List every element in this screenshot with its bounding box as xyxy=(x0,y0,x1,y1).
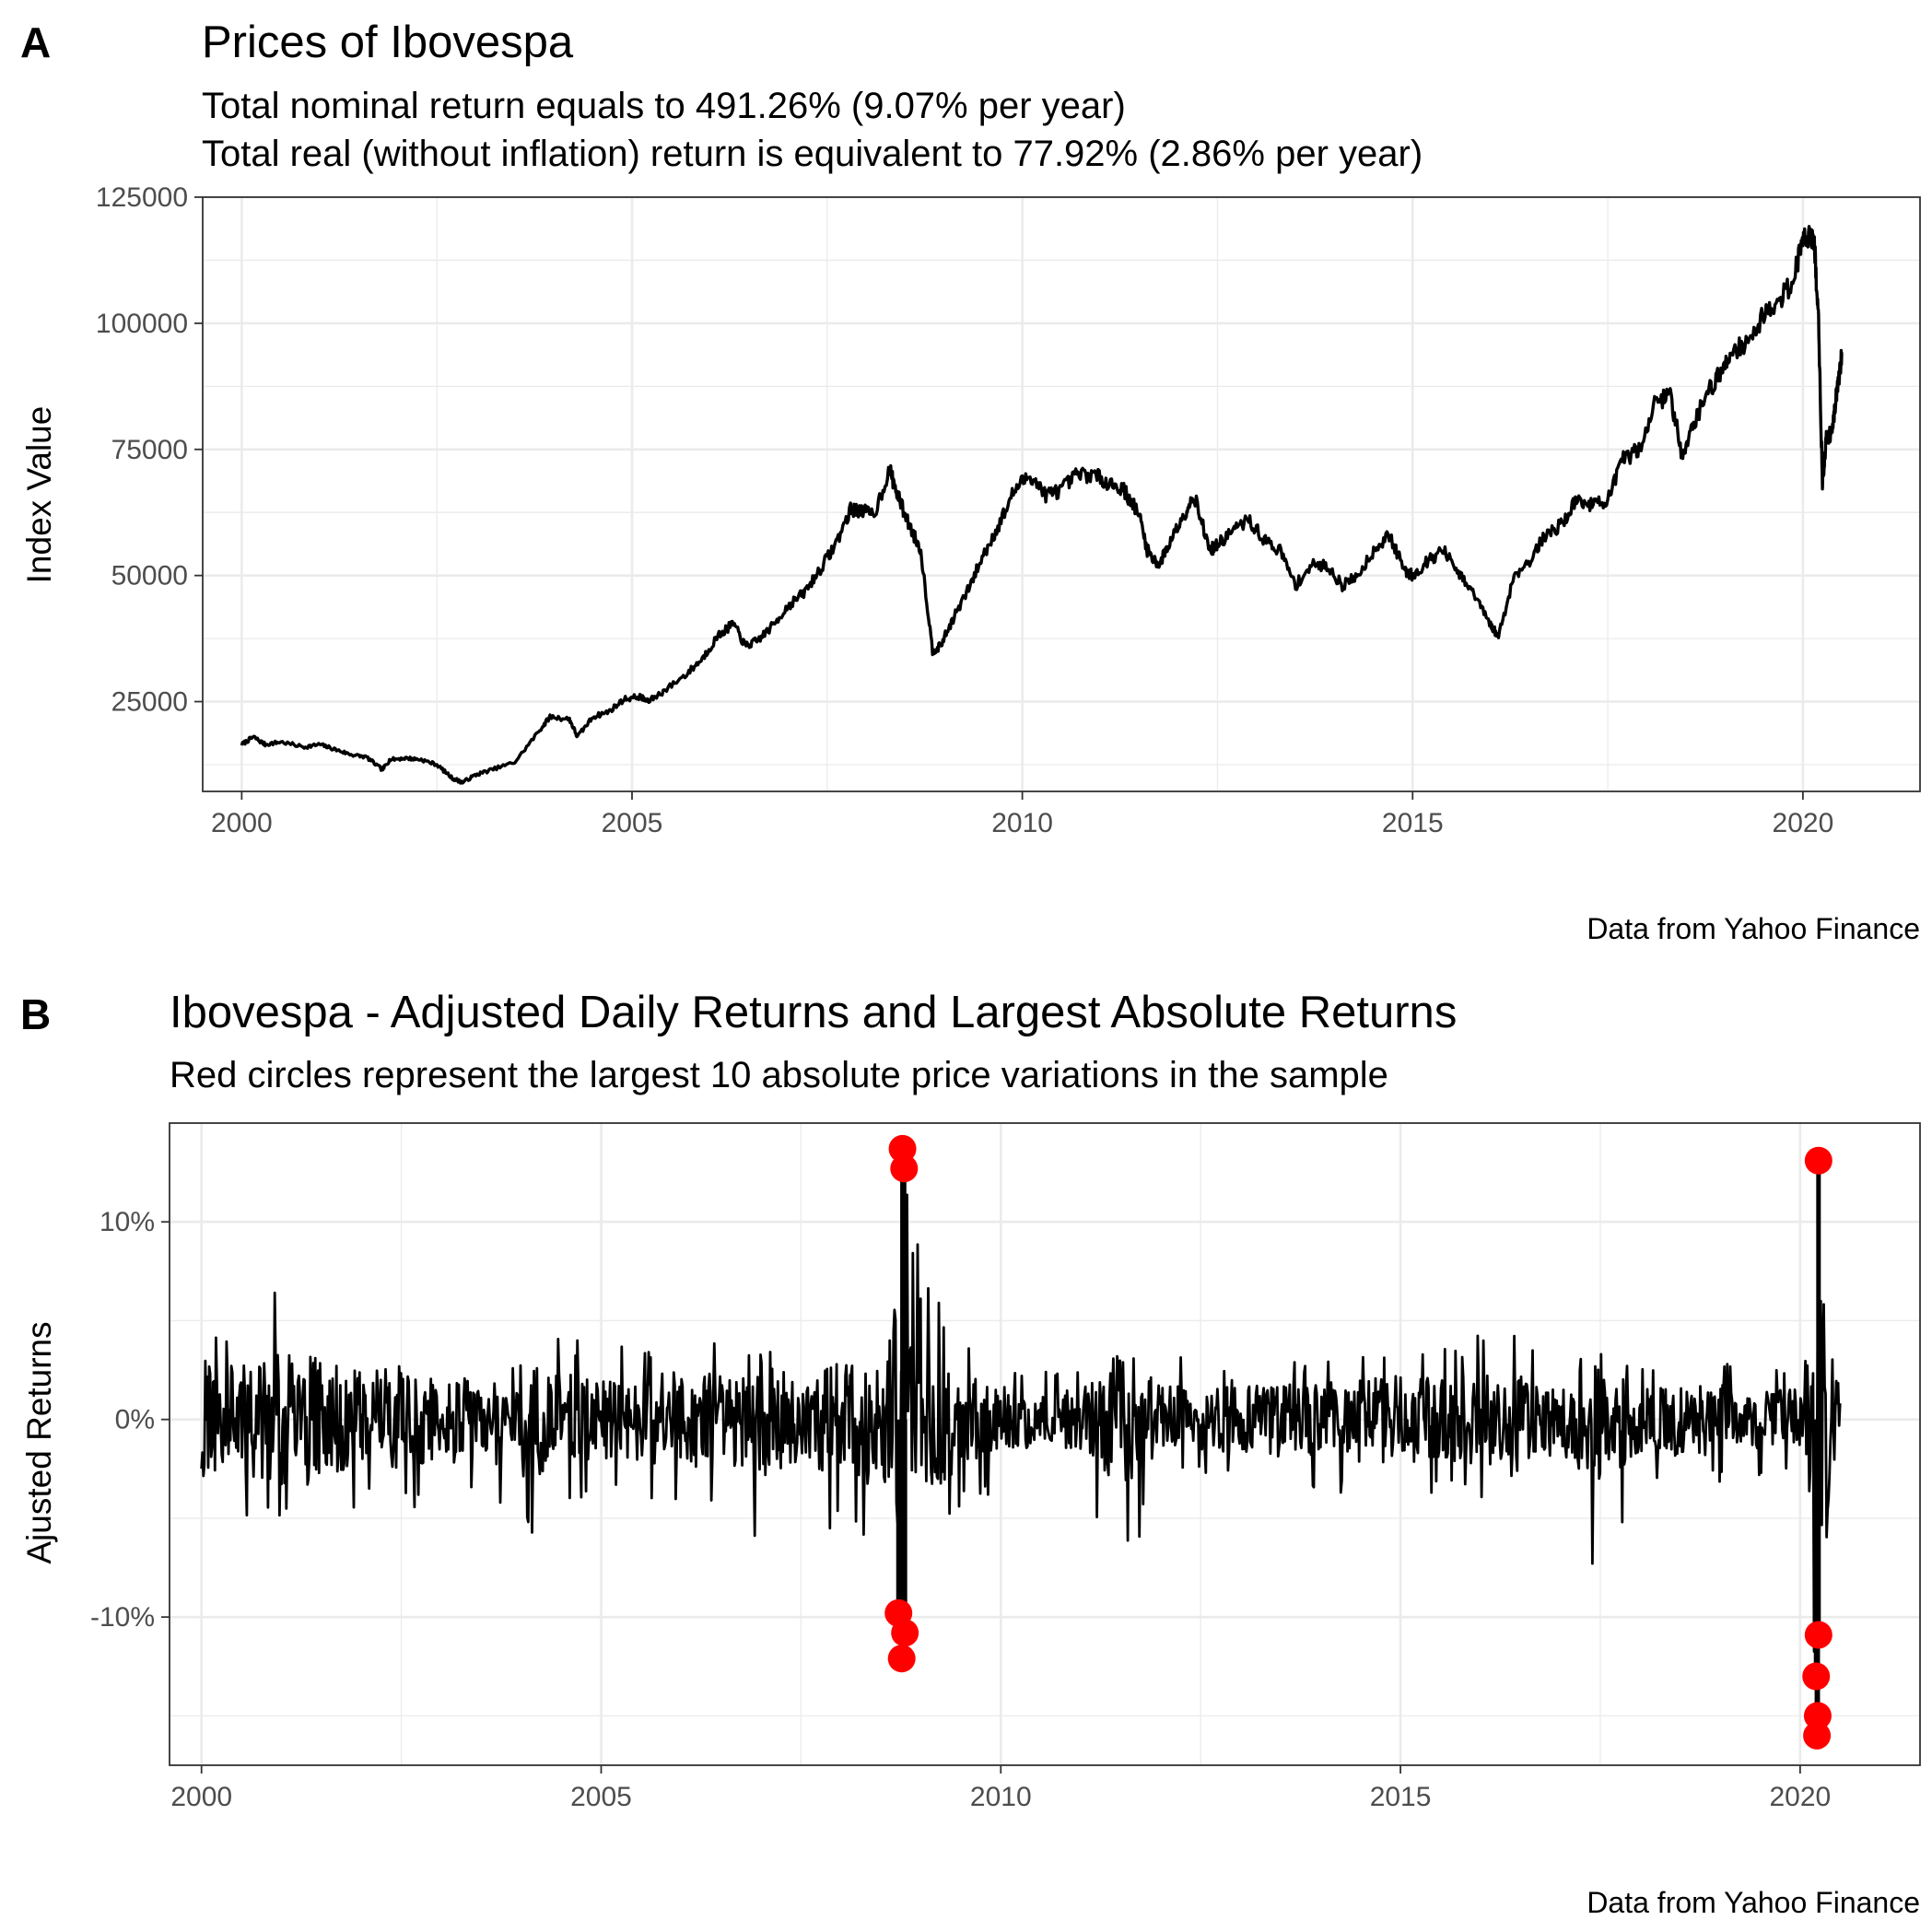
panel-b-returns-line xyxy=(200,1193,1842,1653)
panel-a-y-tick-label: 125000 xyxy=(96,182,188,213)
panel-a-tag: A xyxy=(20,18,51,66)
panel-a-y-tick-label: 75000 xyxy=(111,435,188,465)
panel-b-plot: 2000 2005 2010 2015 2020 -10% 0% 10% xyxy=(90,1122,1921,1812)
panel-b-largest-return-point xyxy=(891,1619,919,1647)
panel-a-title: Prices of Ibovespa xyxy=(202,18,574,67)
panel-b-largest-return-point xyxy=(1804,1621,1832,1649)
panel-a-y-axis-title: Index Value xyxy=(20,406,58,584)
panel-b-largest-return-point xyxy=(887,1645,916,1673)
panel-b-x-tick-label: 2005 xyxy=(570,1782,632,1812)
panel-b-x-tick-label: 2000 xyxy=(170,1782,232,1812)
panel-a-x-tick-label: 2010 xyxy=(991,808,1053,838)
panel-a-y-tick-label: 100000 xyxy=(96,309,188,339)
panel-b-largest-return-point xyxy=(888,1134,917,1163)
panel-b-y-tick-label: -10% xyxy=(90,1602,155,1633)
panel-b-y-axis-title: Ajusted Returns xyxy=(20,1321,58,1563)
panel-a-subtitle-line1: Total nominal return equals to 491.26% (… xyxy=(202,86,1126,126)
panel-a-plot: 2000 2005 2010 2015 2020 25000 50000 75000 10000… xyxy=(96,182,1921,838)
panel-a-plot-border xyxy=(202,196,1921,792)
panel-b-x-tick-label: 2010 xyxy=(970,1782,1032,1812)
panel-b-tag: B xyxy=(20,990,51,1038)
panel-a-caption: Data from Yahoo Finance xyxy=(1587,912,1920,945)
panel-b-plot-border xyxy=(169,1122,1921,1766)
panel-b-subtitle: Red circles represent the largest 10 abs… xyxy=(170,1055,1388,1095)
panel-a-x-tick-label: 2020 xyxy=(1773,808,1834,838)
panel-b-largest-return-point xyxy=(1803,1702,1832,1730)
panel-b-largest-return-point xyxy=(1802,1662,1831,1691)
panel-b-title: Ibovespa - Adjusted Daily Returns and La… xyxy=(170,988,1457,1037)
panel-b-caption: Data from Yahoo Finance xyxy=(1587,1886,1920,1919)
panel-b-largest-return-point xyxy=(890,1154,919,1183)
panel-b-largest-return-point xyxy=(1803,1721,1832,1750)
panel-b-y-tick-label: 0% xyxy=(115,1405,155,1435)
panel-a-x-tick-label: 2005 xyxy=(602,808,663,838)
panel-b-x-tick-label: 2020 xyxy=(1769,1782,1831,1812)
panel-a-y-tick-label: 25000 xyxy=(111,687,188,718)
panel-a-price-line xyxy=(240,225,1844,785)
panel-b-largest-return-point xyxy=(1804,1146,1832,1175)
panel-b-x-tick-label: 2015 xyxy=(1370,1782,1432,1812)
panel-a-y-tick-label: 50000 xyxy=(111,561,188,591)
panel-a-x-tick-label: 2000 xyxy=(211,808,273,838)
panel-a-x-tick-label: 2015 xyxy=(1382,808,1444,838)
panel-a-subtitle-line2: Total real (without inflation) return is… xyxy=(202,134,1423,174)
panel-b-y-tick-label: 10% xyxy=(100,1207,155,1237)
